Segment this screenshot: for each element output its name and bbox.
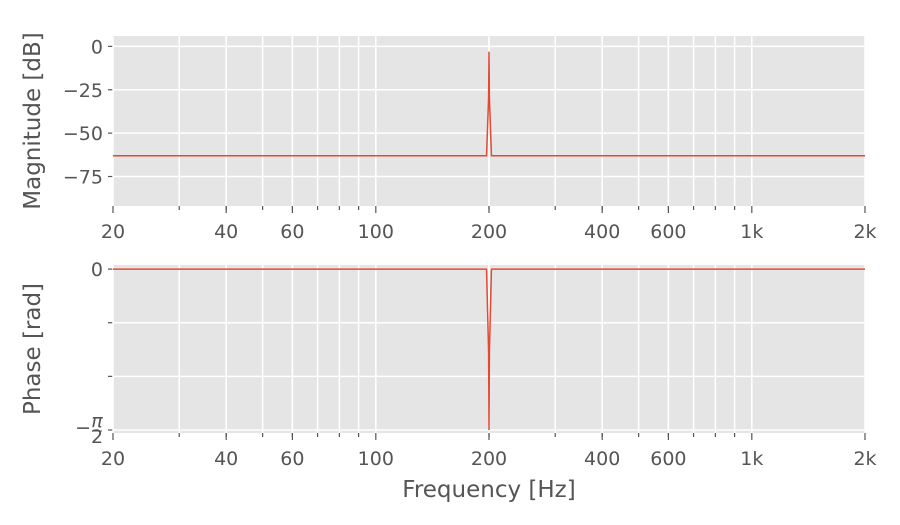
y-axis-title: Magnitude [dB] [20, 32, 46, 210]
x-tick-label: 600 [650, 221, 686, 243]
x-tick-label: 200 [471, 221, 507, 243]
y-tick-label: −75 [63, 167, 103, 189]
x-tick-label: 1k [740, 221, 763, 243]
y-tick-label-minus: − [75, 417, 91, 439]
x-tick-label: 60 [280, 221, 304, 243]
chart-panel-1: 0 −25 −50 −75 20 40 60 100 200 400 600 1k 2k Magnitud… [20, 32, 877, 243]
x-tick-label: 200 [471, 448, 507, 470]
x-tick-label: 100 [358, 448, 394, 470]
x-tick-label: 20 [101, 448, 125, 470]
y-tick-label: −25 [63, 80, 103, 102]
x-tick-label: 60 [280, 448, 304, 470]
x-tick-label: 20 [101, 221, 125, 243]
y-tick-label-den: 2 [91, 426, 103, 448]
x-tick-label: 40 [214, 448, 238, 470]
series-line-1 [113, 268, 865, 431]
y-tick-label: 0 [91, 36, 103, 58]
x-tick-label: 40 [214, 221, 238, 243]
y-tick-label: 0 [91, 259, 103, 281]
x-tick-label: 400 [584, 448, 620, 470]
y-axis-title: Phase [rad] [20, 283, 46, 415]
x-axis-title: Frequency [Hz] [402, 477, 575, 503]
y-tick-label: −50 [63, 123, 103, 145]
x-tick-label: 600 [650, 448, 686, 470]
y-tick-label: − π2 [75, 410, 103, 448]
x-tick-label: 400 [584, 221, 620, 243]
x-tick-label: 1k [740, 448, 763, 470]
x-tick-label: 2k [853, 221, 876, 243]
y-tick-label-num: π [91, 410, 103, 432]
x-tick-label: 2k [853, 448, 876, 470]
series-line-1 [113, 51, 865, 157]
x-tick-label: 100 [358, 221, 394, 243]
